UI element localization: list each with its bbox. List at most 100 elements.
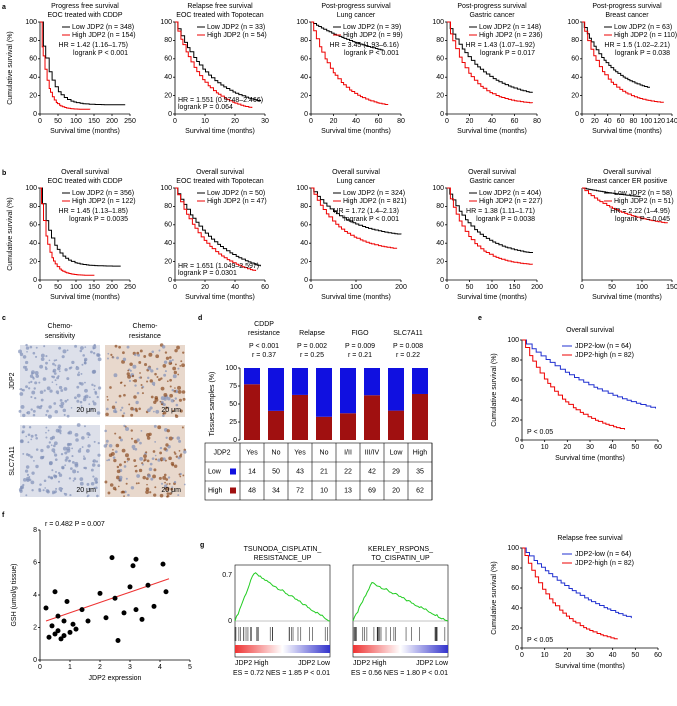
cell xyxy=(113,373,118,378)
cell xyxy=(169,385,172,388)
x-tick-label: 250 xyxy=(124,284,136,291)
cell xyxy=(74,344,78,348)
cell xyxy=(35,448,39,451)
survival-curve xyxy=(582,21,664,103)
legend-label: JDP2-low (n = 64) xyxy=(575,551,631,558)
x-axis-label: Survival time (months) xyxy=(185,128,255,135)
x-axis-label: Survival time (months) xyxy=(185,294,255,301)
y-tick-label: 20 xyxy=(511,625,519,632)
cell xyxy=(165,406,168,410)
cell xyxy=(142,475,146,480)
cell xyxy=(153,493,157,497)
column-header: Chemo- xyxy=(133,323,159,330)
cell xyxy=(175,403,179,407)
cell xyxy=(137,353,141,357)
cell xyxy=(111,405,116,409)
cell xyxy=(34,381,38,385)
cell xyxy=(38,489,42,493)
cell xyxy=(146,436,151,440)
legend-label: Low JDP2 (n = 356) xyxy=(72,190,134,197)
cell xyxy=(24,367,28,372)
cell xyxy=(28,426,32,429)
cell xyxy=(168,436,173,441)
cell xyxy=(95,481,98,484)
cell xyxy=(40,357,45,361)
stat-text: HR = 3.45 (1.93–6.16) xyxy=(330,42,399,49)
x-tick-label: 50 xyxy=(608,284,616,291)
plot-title: TO_CISPATIN_UP xyxy=(371,555,430,562)
cell xyxy=(27,453,31,457)
cell xyxy=(108,443,113,448)
cell xyxy=(143,355,147,358)
cell xyxy=(158,349,161,352)
cell xyxy=(39,483,42,486)
cell xyxy=(92,401,97,406)
cell xyxy=(45,361,48,365)
cell xyxy=(153,410,155,413)
x-tick-label: 40 xyxy=(609,444,617,451)
legend-swatch xyxy=(230,487,236,494)
cell xyxy=(155,354,160,359)
cell xyxy=(81,363,84,366)
cell xyxy=(126,372,130,376)
panel-label: a xyxy=(2,4,6,11)
legend-label: Low JDP2 (n = 39) xyxy=(343,24,401,31)
x-axis-label: Survival time (months) xyxy=(457,128,527,135)
cell xyxy=(57,366,61,371)
cell xyxy=(57,480,61,483)
scale-bar-label: 20 μm xyxy=(161,407,181,414)
cell xyxy=(92,345,97,349)
cell xyxy=(178,450,181,452)
stat-text: HR = 1.45 (1.13–1.85) xyxy=(59,208,128,215)
table-header: High xyxy=(413,449,428,456)
cell xyxy=(159,446,163,450)
cell xyxy=(126,345,130,349)
x-axis-label: Survival time (months) xyxy=(50,294,120,301)
y-tick-label: 6 xyxy=(33,559,37,566)
cell xyxy=(73,477,77,481)
survival-curve xyxy=(522,339,656,409)
y-tick-label: 40 xyxy=(300,74,308,81)
cell xyxy=(153,468,157,472)
x-axis-label: Survival time (months) xyxy=(50,128,120,135)
survival-curve xyxy=(311,187,398,249)
group-name: resistance xyxy=(248,330,280,337)
cell xyxy=(168,456,172,461)
cell xyxy=(160,377,163,380)
cell xyxy=(84,346,87,349)
cell xyxy=(22,413,26,418)
cell xyxy=(35,436,38,440)
cell xyxy=(170,362,173,365)
column-header: resistance xyxy=(129,333,161,340)
y-tick-label: 0 xyxy=(515,437,519,444)
x-tick-label: 1 xyxy=(68,664,72,671)
cell xyxy=(58,425,62,429)
y-tick-label: 0.7 xyxy=(222,572,232,579)
stat-text: HR = 1.72 (1.4–2.13) xyxy=(333,208,399,215)
cell xyxy=(79,400,83,404)
cell xyxy=(45,355,48,358)
table-cell: 13 xyxy=(344,487,352,494)
cell xyxy=(165,478,169,481)
cell xyxy=(127,374,132,379)
y-tick-label: 0 xyxy=(233,437,237,444)
cell xyxy=(96,395,99,399)
cell xyxy=(63,413,66,416)
cell xyxy=(92,475,95,478)
cell xyxy=(179,472,182,476)
survival-curve xyxy=(40,187,95,276)
cell xyxy=(29,374,34,378)
cell xyxy=(180,360,183,363)
cell xyxy=(148,467,153,472)
cell xyxy=(109,386,112,389)
cell xyxy=(141,392,144,395)
x-axis-label: JDP2 expression xyxy=(89,675,142,682)
cell xyxy=(26,411,31,415)
cell xyxy=(174,348,178,353)
cell xyxy=(30,380,33,384)
cell xyxy=(25,385,28,389)
cell xyxy=(163,373,167,377)
cell xyxy=(82,354,85,357)
bar-low xyxy=(268,368,284,411)
x-tick-label: 140 xyxy=(666,118,677,125)
